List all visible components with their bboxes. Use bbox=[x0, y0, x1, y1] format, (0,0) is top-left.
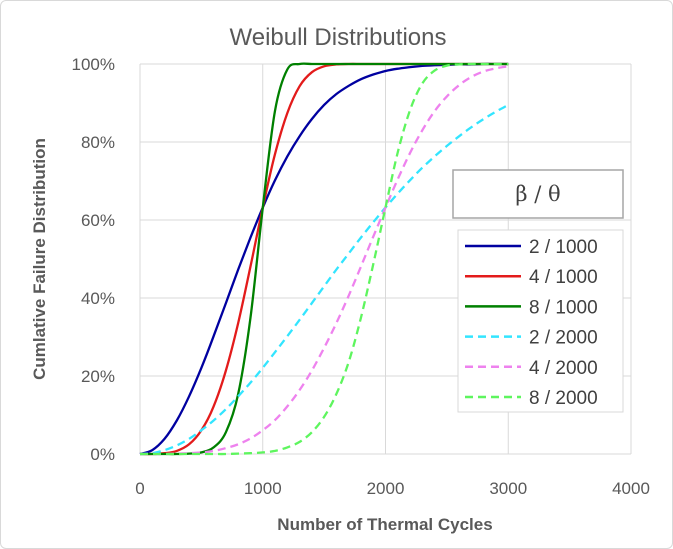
series-lines bbox=[139, 62, 509, 456]
legend-entry-label: 4 / 1000 bbox=[529, 267, 598, 288]
legend-frame bbox=[457, 229, 624, 413]
y-tick-label: 20% bbox=[81, 367, 115, 386]
series-line-4 bbox=[139, 103, 509, 456]
legend-entry-label: 2 / 1000 bbox=[529, 237, 598, 258]
legend-title: β / θ bbox=[515, 182, 560, 206]
y-tick-label: 80% bbox=[81, 133, 115, 152]
chart-title: Weibull Distributions bbox=[230, 24, 447, 51]
legend-entry-label: 4 / 2000 bbox=[529, 358, 598, 379]
x-tick-label: 4000 bbox=[612, 479, 650, 498]
series-line-2 bbox=[139, 62, 509, 456]
legend: 2 / 1000 4 / 1000 8 / 1000 2 / 2000 4 / 2000… bbox=[457, 229, 624, 413]
legend-entry-label: 8 / 1000 bbox=[529, 297, 598, 318]
x-tick-label: 1000 bbox=[244, 479, 282, 498]
series-line-1 bbox=[139, 62, 509, 456]
x-tick-label: 3000 bbox=[489, 479, 527, 498]
series-line-3 bbox=[140, 62, 509, 456]
legend-title-box: β / θ bbox=[452, 169, 624, 219]
legend-entry-label: 8 / 2000 bbox=[529, 388, 598, 409]
x-axis-title: Number of Thermal Cycles bbox=[277, 515, 492, 534]
y-axis-title: Cumlative Failure Distribution bbox=[30, 138, 49, 380]
legend-entry-label: 2 / 2000 bbox=[529, 328, 598, 349]
y-tick-labels: 0% 20% 40% 60% 80% 100% bbox=[72, 55, 115, 464]
x-tick-label: 0 bbox=[135, 479, 144, 498]
legend-title-frame bbox=[452, 169, 624, 219]
y-tick-label: 60% bbox=[81, 211, 115, 230]
series-line-5 bbox=[140, 65, 509, 456]
x-tick-labels: 0 1000 2000 3000 4000 bbox=[135, 479, 650, 498]
y-tick-label: 100% bbox=[72, 55, 115, 74]
y-tick-label: 40% bbox=[81, 289, 115, 308]
x-tick-label: 2000 bbox=[367, 479, 405, 498]
y-tick-label: 0% bbox=[90, 445, 115, 464]
series-line-6 bbox=[140, 62, 509, 456]
